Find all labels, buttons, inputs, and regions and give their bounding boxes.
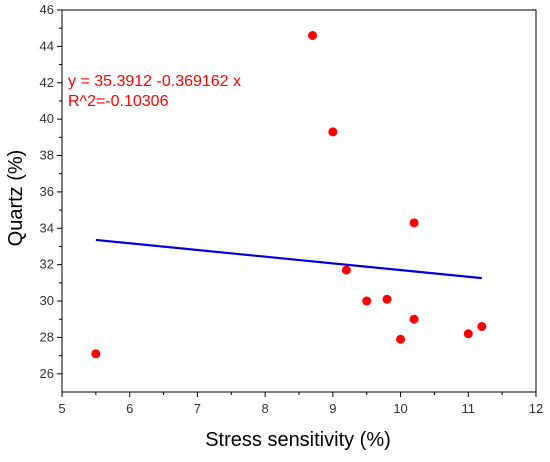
- x-tick-label: 7: [194, 401, 201, 416]
- data-point: [362, 296, 372, 306]
- y-tick-label: 42: [40, 75, 54, 90]
- y-tick-label: 26: [40, 366, 54, 381]
- data-point: [382, 294, 392, 304]
- data-point: [409, 218, 419, 228]
- regression-layer: [95, 238, 482, 280]
- data-point: [341, 265, 351, 275]
- y-axis: 26 28 30 32 34 36 38 40 42 44 46: [40, 2, 62, 381]
- data-point: [463, 329, 473, 339]
- x-tick-label: 8: [262, 401, 269, 416]
- x-axis-title: Stress sensitivity (%): [205, 429, 391, 451]
- r-squared-label: R^2=-0.10306: [68, 93, 169, 110]
- x-tick-label: 5: [58, 401, 65, 416]
- data-point: [396, 334, 406, 344]
- y-tick-label: 44: [40, 38, 54, 53]
- data-point: [477, 322, 487, 332]
- x-tick-label: 10: [393, 401, 407, 416]
- y-tick-label: 30: [40, 293, 54, 308]
- data-point: [308, 30, 318, 40]
- y-tick-label: 28: [40, 329, 54, 344]
- x-tick-label: 11: [462, 401, 476, 416]
- data-point: [409, 314, 419, 324]
- y-tick-label: 36: [40, 184, 54, 199]
- y-axis-title: Quartz (%): [5, 150, 27, 247]
- y-tick-label: 32: [40, 257, 54, 272]
- x-tick-label: 9: [329, 401, 336, 416]
- x-tick-label: 12: [529, 401, 543, 416]
- x-tick-label: 6: [126, 401, 133, 416]
- y-tick-label: 38: [40, 148, 54, 163]
- data-points: [91, 30, 487, 359]
- x-axis: 5 6 7 8 9 10 11 12: [58, 392, 543, 416]
- y-tick-label: 40: [40, 111, 54, 126]
- data-point: [91, 349, 101, 359]
- y-tick-label: 34: [40, 220, 54, 235]
- regression-line: [95, 238, 482, 280]
- regression-equation: y = 35.3912 -0.369162 x: [68, 73, 241, 90]
- y-tick-label: 46: [40, 2, 54, 17]
- data-point: [328, 127, 338, 137]
